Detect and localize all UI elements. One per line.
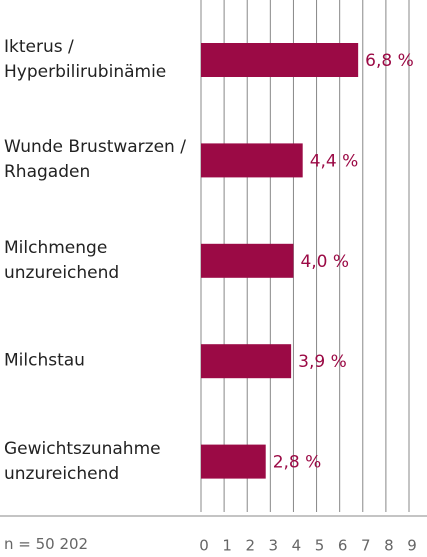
value-label: 3,9 % [298, 352, 347, 372]
x-tick-label: 7 [361, 537, 371, 555]
bar [201, 344, 292, 379]
sample-size: n = 50 202 [4, 535, 89, 553]
value-label: 4,0 % [300, 252, 349, 272]
category-label: Milchmenge unzureichend [4, 237, 120, 283]
x-tick-label: 8 [384, 537, 394, 555]
x-tick-label: 3 [269, 537, 279, 555]
x-tick-label: 2 [245, 537, 255, 555]
x-tick-label: 0 [199, 537, 209, 555]
x-tick-label: 1 [222, 537, 232, 555]
x-tick-label: 9 [407, 537, 417, 555]
bar [201, 143, 303, 178]
category-label: Ikterus / Hyperbilirubinämie [4, 37, 167, 82]
value-label: 2,8 % [273, 453, 322, 473]
x-tick-label: 5 [315, 537, 325, 555]
category-label: Wunde Brustwarzen / Rhagaden [4, 137, 186, 183]
value-label: 4,4 % [310, 151, 359, 171]
bar [201, 243, 294, 278]
category-label: Milchstau [4, 350, 85, 371]
category-label: Gewichtszunahme unzureichend [4, 438, 161, 484]
bar [201, 444, 266, 479]
x-tick-label: 6 [338, 537, 348, 555]
x-tick-label: 4 [292, 537, 302, 555]
bar [201, 43, 359, 77]
value-label: 6,8 % [365, 51, 414, 71]
